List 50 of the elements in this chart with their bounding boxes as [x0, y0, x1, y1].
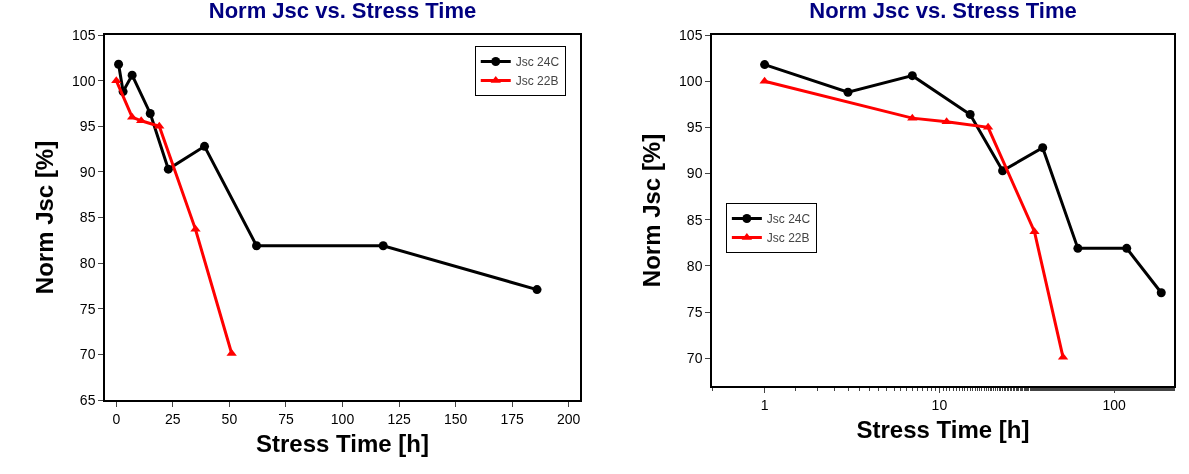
legend-label: Jsc 24C: [766, 212, 811, 227]
x-tick-label: 75: [278, 410, 294, 427]
x-axis-title: Stress Time [h]: [856, 416, 1030, 444]
point: [145, 108, 155, 118]
y-tick-label: 75: [686, 304, 703, 321]
point: [200, 141, 210, 151]
chart-title: Norm Jsc vs. Stress Time: [809, 0, 1077, 23]
x-tick-label: 0: [112, 410, 121, 427]
x-tick-label: 125: [387, 410, 411, 427]
x-tick-label: 25: [165, 410, 181, 427]
x-axis-title: Stress Time [h]: [256, 430, 429, 458]
x-tick-label: 50: [221, 410, 238, 427]
point: [190, 224, 201, 232]
y-tick-label: 70: [79, 346, 96, 363]
y-tick-label: 85: [79, 209, 96, 226]
x-tick-label: 100: [1102, 396, 1127, 413]
point: [378, 241, 388, 251]
x-tick-label: 150: [443, 410, 468, 427]
x-tick-label: 1: [760, 396, 769, 413]
point: [154, 121, 165, 129]
legend-label: Jsc 22B: [515, 74, 559, 89]
y-tick-label: 65: [79, 391, 96, 408]
point: [532, 285, 542, 295]
chart-title: Norm Jsc vs. Stress Time: [208, 0, 477, 23]
y-tick-label: 75: [79, 300, 96, 317]
x-tick-label: 175: [500, 410, 525, 427]
y-tick-label: 100: [679, 73, 703, 90]
point: [226, 348, 237, 356]
y-tick-label: 90: [686, 165, 703, 182]
point: [252, 241, 262, 251]
y-tick-label: 85: [686, 211, 703, 228]
y-tick-label: 105: [679, 26, 703, 43]
point: [114, 59, 124, 69]
legend-label: Jsc 22B: [766, 231, 810, 246]
y-tick-label: 80: [79, 255, 96, 272]
y-tick-label: 95: [79, 118, 96, 135]
y-axis-title: Norm Jsc [%]: [637, 133, 665, 288]
legend-label: Jsc 24C: [515, 55, 560, 70]
x-tick-label: 10: [931, 396, 948, 413]
y-tick-label: 95: [686, 119, 703, 136]
y-tick-label: 105: [72, 26, 96, 43]
point: [163, 164, 173, 174]
y-axis-title: Norm Jsc [%]: [30, 140, 58, 295]
x-tick-label: 100: [330, 410, 355, 427]
x-tick-label: 200: [557, 410, 581, 427]
y-tick-label: 80: [686, 257, 703, 274]
y-tick-label: 70: [686, 350, 703, 367]
y-tick-label: 90: [79, 163, 96, 180]
point: [127, 70, 137, 80]
y-tick-label: 100: [72, 72, 96, 89]
